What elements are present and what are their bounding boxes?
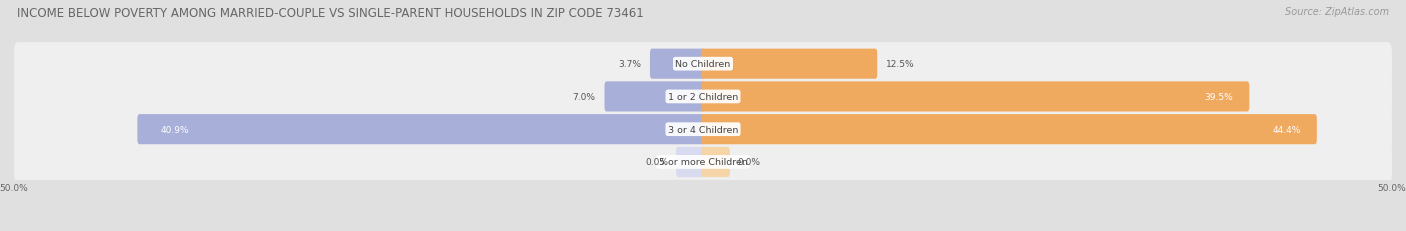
FancyBboxPatch shape [676,147,704,177]
FancyBboxPatch shape [702,115,1317,145]
Text: 44.4%: 44.4% [1272,125,1301,134]
Text: 7.0%: 7.0% [572,93,596,101]
Text: Source: ZipAtlas.com: Source: ZipAtlas.com [1285,7,1389,17]
Text: INCOME BELOW POVERTY AMONG MARRIED-COUPLE VS SINGLE-PARENT HOUSEHOLDS IN ZIP COD: INCOME BELOW POVERTY AMONG MARRIED-COUPL… [17,7,644,20]
FancyBboxPatch shape [702,147,730,177]
Text: 3.7%: 3.7% [619,60,641,69]
Text: 39.5%: 39.5% [1205,93,1233,101]
FancyBboxPatch shape [14,141,1392,184]
Text: 0.0%: 0.0% [738,158,761,167]
FancyBboxPatch shape [702,82,1250,112]
FancyBboxPatch shape [650,49,704,79]
FancyBboxPatch shape [14,43,1392,86]
Text: No Children: No Children [675,60,731,69]
Text: 0.0%: 0.0% [645,158,669,167]
FancyBboxPatch shape [605,82,704,112]
FancyBboxPatch shape [14,76,1392,119]
Text: 40.9%: 40.9% [160,125,188,134]
Text: 1 or 2 Children: 1 or 2 Children [668,93,738,101]
FancyBboxPatch shape [138,115,704,145]
Text: 12.5%: 12.5% [886,60,915,69]
Text: 5 or more Children: 5 or more Children [658,158,748,167]
Text: 3 or 4 Children: 3 or 4 Children [668,125,738,134]
FancyBboxPatch shape [702,49,877,79]
FancyBboxPatch shape [14,108,1392,151]
